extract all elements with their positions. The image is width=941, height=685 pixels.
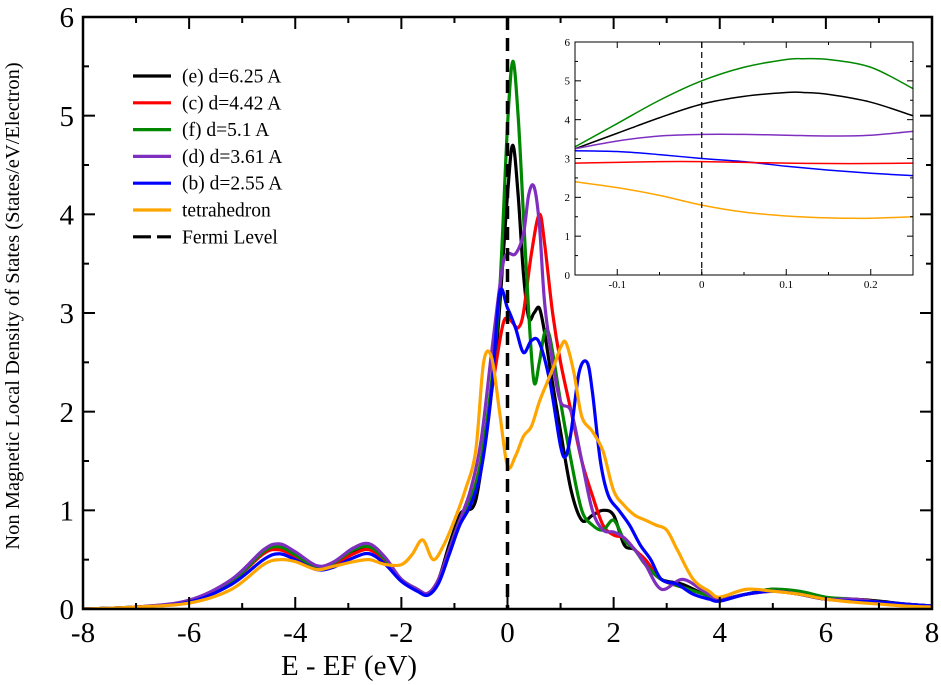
legend-item-fermi-level: Fermi Level	[133, 227, 278, 248]
x-tick-label: -8	[71, 617, 95, 649]
y-tick-label: 4	[60, 199, 75, 231]
x-tick-label: -6	[177, 617, 201, 649]
inset-plot: -0.1 0 0.1 0.2 0 1 2 3 4 5 6	[565, 37, 914, 291]
legend-label: tetrahedron	[182, 201, 271, 222]
legend-label: (d) d=3.61 A	[182, 147, 282, 168]
legend: (e) d=6.25 A (c) d=4.42 A (f) d=5.1 A (d) d…	[133, 67, 282, 248]
x-tick-label: 6	[819, 617, 834, 649]
series-line-tetrahedron-inset	[575, 181, 913, 220]
series-line-b-d-2-55-a	[83, 287, 932, 609]
legend-label: (c) d=4.42 A	[182, 93, 281, 114]
legend-label: (b) d=2.55 A	[182, 174, 282, 195]
series-line-e-d-6-25-a-inset	[575, 91, 913, 150]
legend-label: Fermi Level	[182, 227, 278, 248]
main-axis-ticks: -8 -6 -4 -2 0 2 4 6 8 0 1 2 3 4 5 6	[60, 2, 940, 649]
x-tick-label: 4	[713, 617, 728, 649]
inset-background	[575, 42, 913, 275]
x-tick-label: -0.1	[609, 279, 626, 291]
inset-plot-frame	[574, 41, 914, 276]
y-tick-label: 3	[60, 298, 75, 330]
series-line-c-d-4-42-a-inset	[575, 160, 913, 165]
y-tick-label: 2	[565, 192, 571, 204]
x-tick-label: 0.2	[864, 279, 878, 291]
series-line-d-d-3-61-a-inset	[575, 130, 913, 150]
series-line-f-d-5-1-a-inset	[575, 57, 913, 148]
legend-item-d-d-3-61-a: (d) d=3.61 A	[133, 147, 282, 168]
main-series-lines	[83, 59, 932, 609]
y-tick-label: 4	[565, 115, 571, 127]
legend-item-e-d-6-25-a: (e) d=6.25 A	[133, 67, 281, 88]
inset-series-lines	[575, 57, 913, 220]
legend-label: (f) d=5.1 A	[182, 120, 269, 141]
y-tick-label: 1	[565, 231, 571, 243]
x-tick-label: -4	[283, 617, 308, 649]
series-line-tetrahedron	[83, 339, 932, 609]
x-tick-label: 0	[500, 617, 515, 649]
y-tick-label: 6	[565, 37, 571, 49]
legend-item-b-d-2-55-a: (b) d=2.55 A	[133, 174, 282, 195]
y-tick-label: 1	[60, 495, 75, 527]
legend-item-f-d-5-1-a: (f) d=5.1 A	[133, 120, 269, 141]
legend-label: (e) d=6.25 A	[182, 67, 281, 88]
y-tick-label: 0	[565, 270, 571, 282]
x-axis-label: E - EF (eV)	[281, 650, 417, 682]
y-tick-label: 6	[60, 2, 75, 34]
series-line-d-d-3-61-a	[83, 183, 932, 609]
legend-item-c-d-4-42-a: (c) d=4.42 A	[133, 93, 281, 114]
x-tick-label: 8	[925, 617, 940, 649]
y-tick-label: 5	[60, 101, 75, 133]
y-tick-label: 2	[60, 397, 75, 429]
x-tick-label: 2	[606, 617, 621, 649]
main-plot: -8 -6 -4 -2 0 2 4 6 8 0 1 2 3 4 5 6	[60, 2, 940, 649]
y-tick-label: 5	[565, 76, 571, 88]
main-plot-frame	[81, 15, 934, 611]
x-tick-label: 0	[699, 279, 705, 291]
y-tick-label: 3	[565, 153, 571, 165]
legend-item-tetrahedron: tetrahedron	[133, 201, 271, 222]
x-tick-label: 0.1	[779, 279, 793, 291]
series-line-b-d-2-55-a-inset	[575, 149, 913, 177]
y-axis-label: Non Magnetic Local Density of States (St…	[2, 62, 24, 549]
y-tick-label: 0	[60, 594, 75, 626]
x-tick-label: -2	[389, 617, 413, 649]
